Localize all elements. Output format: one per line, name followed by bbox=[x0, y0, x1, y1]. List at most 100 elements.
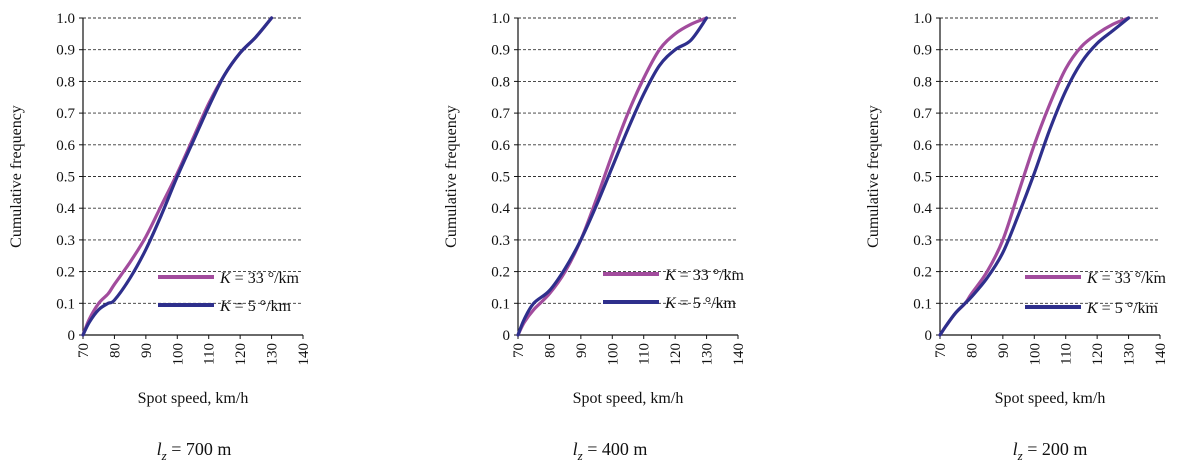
legend-label: K = 33 °/km bbox=[1086, 270, 1167, 287]
y-tick-label: 0.9 bbox=[913, 43, 932, 59]
caption-value: = 700 m bbox=[167, 439, 232, 459]
y-tick-label: 0.5 bbox=[913, 170, 932, 186]
y-tick-label: 0.3 bbox=[56, 233, 75, 249]
y-tick-label: 0.6 bbox=[56, 138, 75, 154]
y-tick-label: 1.0 bbox=[913, 11, 932, 27]
y-tick-label: 0.2 bbox=[491, 265, 510, 281]
y-tick-label: 0.8 bbox=[491, 74, 510, 90]
legend-var: K bbox=[219, 298, 232, 315]
x-tick-label: 140 bbox=[1153, 343, 1169, 366]
chart-panel-1: 0 0.1 0.2 0.3 0.4 0.5 0.6 0.7 0.8 0.9 1.0 70 80 90 100… bbox=[8, 11, 312, 463]
caption-value: = 200 m bbox=[1023, 439, 1088, 459]
legend-var: K bbox=[664, 267, 677, 284]
legend: K = 33 °/kmK = 5 °/km bbox=[158, 270, 300, 315]
x-tick-label: 100 bbox=[605, 343, 621, 366]
x-tick-label: 70 bbox=[511, 343, 527, 358]
caption-subscript: z bbox=[161, 448, 167, 463]
y-axis-label: Cumulative frequency bbox=[865, 105, 882, 248]
x-tick-label: 110 bbox=[637, 343, 653, 365]
legend: K = 33 °/kmK = 5 °/km bbox=[603, 267, 745, 312]
legend-var: K bbox=[219, 270, 232, 287]
legend-value: = 5 °/km bbox=[1098, 300, 1159, 317]
x-tick-label: 90 bbox=[139, 343, 155, 358]
y-tick-label: 0.3 bbox=[913, 233, 932, 249]
legend-label: K = 33 °/km bbox=[219, 270, 300, 287]
x-tick-label: 130 bbox=[1122, 343, 1138, 366]
legend-value: = 5 °/km bbox=[231, 298, 292, 315]
y-tick-label: 0.4 bbox=[913, 201, 932, 217]
legend: K = 33 °/kmK = 5 °/km bbox=[1025, 270, 1167, 317]
x-tick-label: 110 bbox=[202, 343, 218, 365]
x-tick-label: 140 bbox=[731, 343, 747, 366]
x-tick-label: 70 bbox=[76, 343, 92, 358]
y-tick-label: 0.1 bbox=[491, 296, 510, 312]
x-tick-label: 90 bbox=[574, 343, 590, 358]
y-tick-label: 0.4 bbox=[56, 201, 75, 217]
y-tick-label: 0.7 bbox=[913, 106, 932, 122]
y-tick-label: 0.5 bbox=[56, 170, 75, 186]
chart-panel-3: 0 0.1 0.2 0.3 0.4 0.5 0.6 0.7 0.8 0.9 1.0 70 80 90 100… bbox=[865, 11, 1169, 463]
x-tick-label: 80 bbox=[107, 343, 123, 358]
series-line-k5 bbox=[516, 16, 709, 337]
legend-label: K = 5 °/km bbox=[1086, 300, 1159, 317]
x-tick-label: 130 bbox=[700, 343, 716, 366]
y-tick-label: 0.6 bbox=[491, 138, 510, 154]
caption-var: l bbox=[1013, 439, 1018, 459]
y-tick-label: 0.1 bbox=[56, 296, 75, 312]
panel-caption: lz = 700 m bbox=[157, 439, 232, 463]
x-tick-label: 120 bbox=[233, 343, 249, 366]
caption-var: l bbox=[573, 439, 578, 459]
legend-value: = 33 °/km bbox=[676, 267, 745, 284]
series-line-k33 bbox=[516, 16, 709, 337]
x-axis-label: Spot speed, km/h bbox=[138, 390, 249, 407]
y-tick-label: 0.9 bbox=[491, 43, 510, 59]
caption-subscript: z bbox=[577, 448, 583, 463]
y-tick-label: 0 bbox=[925, 328, 933, 344]
legend-value: = 5 °/km bbox=[676, 295, 737, 312]
y-tick-label: 0.2 bbox=[56, 265, 75, 281]
series-line-k5 bbox=[938, 16, 1131, 337]
chart-panel-2: 0 0.1 0.2 0.3 0.4 0.5 0.6 0.7 0.8 0.9 1.0 70 80 90 100… bbox=[443, 11, 747, 463]
legend-label: K = 5 °/km bbox=[219, 298, 292, 315]
x-tick-label: 100 bbox=[170, 343, 186, 366]
y-tick-label: 0.7 bbox=[56, 106, 75, 122]
legend-label: K = 33 °/km bbox=[664, 267, 745, 284]
y-tick-label: 0.3 bbox=[491, 233, 510, 249]
y-tick-label: 0.7 bbox=[491, 106, 510, 122]
legend-var: K bbox=[1086, 300, 1099, 317]
x-tick-label: 70 bbox=[933, 343, 949, 358]
caption-subscript: z bbox=[1017, 448, 1023, 463]
y-tick-label: 0.6 bbox=[913, 138, 932, 154]
y-tick-label: 0.4 bbox=[491, 201, 510, 217]
panel-caption: lz = 400 m bbox=[573, 439, 648, 463]
legend-var: K bbox=[1086, 270, 1099, 287]
y-tick-label: 0 bbox=[503, 328, 511, 344]
y-tick-label: 0.8 bbox=[56, 74, 75, 90]
y-tick-label: 0.8 bbox=[913, 74, 932, 90]
x-tick-label: 120 bbox=[1090, 343, 1106, 366]
panel-caption: lz = 200 m bbox=[1013, 439, 1088, 463]
y-tick-label: 0.5 bbox=[491, 170, 510, 186]
series-line-k5 bbox=[81, 16, 274, 337]
caption-value: = 400 m bbox=[583, 439, 648, 459]
caption-var: l bbox=[157, 439, 162, 459]
x-axis-label: Spot speed, km/h bbox=[573, 390, 684, 407]
legend-var: K bbox=[664, 295, 677, 312]
y-tick-label: 0.2 bbox=[913, 265, 932, 281]
y-axis-label: Cumulative frequency bbox=[8, 105, 25, 248]
y-tick-label: 0 bbox=[68, 328, 76, 344]
y-axis-label: Cumulative frequency bbox=[443, 105, 460, 248]
x-tick-label: 120 bbox=[668, 343, 684, 366]
y-tick-label: 0.1 bbox=[913, 296, 932, 312]
legend-value: = 33 °/km bbox=[1098, 270, 1167, 287]
x-tick-label: 140 bbox=[296, 343, 312, 366]
x-tick-label: 80 bbox=[964, 343, 980, 358]
legend-value: = 33 °/km bbox=[231, 270, 300, 287]
legend-label: K = 5 °/km bbox=[664, 295, 737, 312]
x-tick-label: 80 bbox=[542, 343, 558, 358]
y-tick-label: 1.0 bbox=[56, 11, 75, 27]
x-tick-label: 110 bbox=[1059, 343, 1075, 365]
x-tick-label: 130 bbox=[265, 343, 281, 366]
x-tick-label: 90 bbox=[996, 343, 1012, 358]
